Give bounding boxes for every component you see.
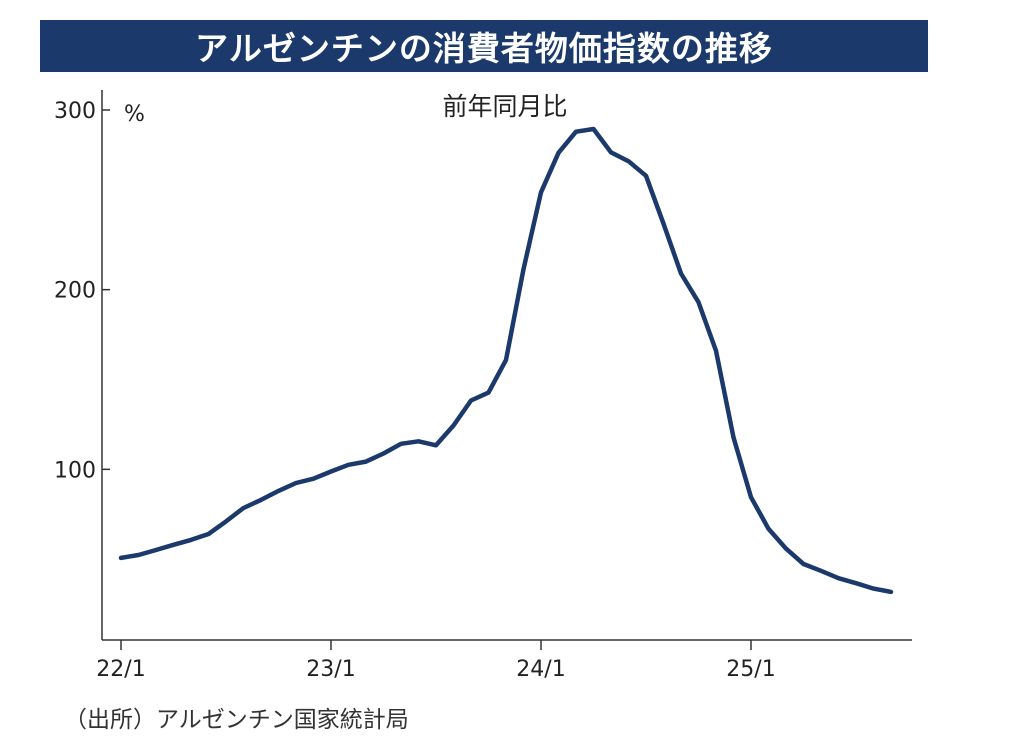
chart-title: アルゼンチンの消費者物価指数の推移	[40, 20, 928, 72]
x-tick-label-25/1: 25/1	[726, 657, 775, 682]
chart-ticks: 100 200 300 22/1 23/1 24/1 25/1	[54, 99, 776, 682]
chart-series	[118, 126, 894, 595]
x-tick-label-24/1: 24/1	[516, 657, 565, 682]
series-line-0	[118, 126, 894, 595]
chart-subtitle: 前年同月比	[442, 92, 567, 121]
source-note: （出所）アルゼンチン国家統計局	[64, 707, 409, 733]
chart-axes	[101, 90, 912, 641]
x-tick-label-23/1: 23/1	[306, 657, 355, 682]
y-axis-unit: %	[124, 102, 145, 127]
y-tick-label-300: 300	[54, 99, 96, 124]
x-tick-label-22/1: 22/1	[96, 657, 145, 682]
y-tick-label-100: 100	[54, 458, 96, 483]
y-tick-label-200: 200	[54, 279, 96, 304]
